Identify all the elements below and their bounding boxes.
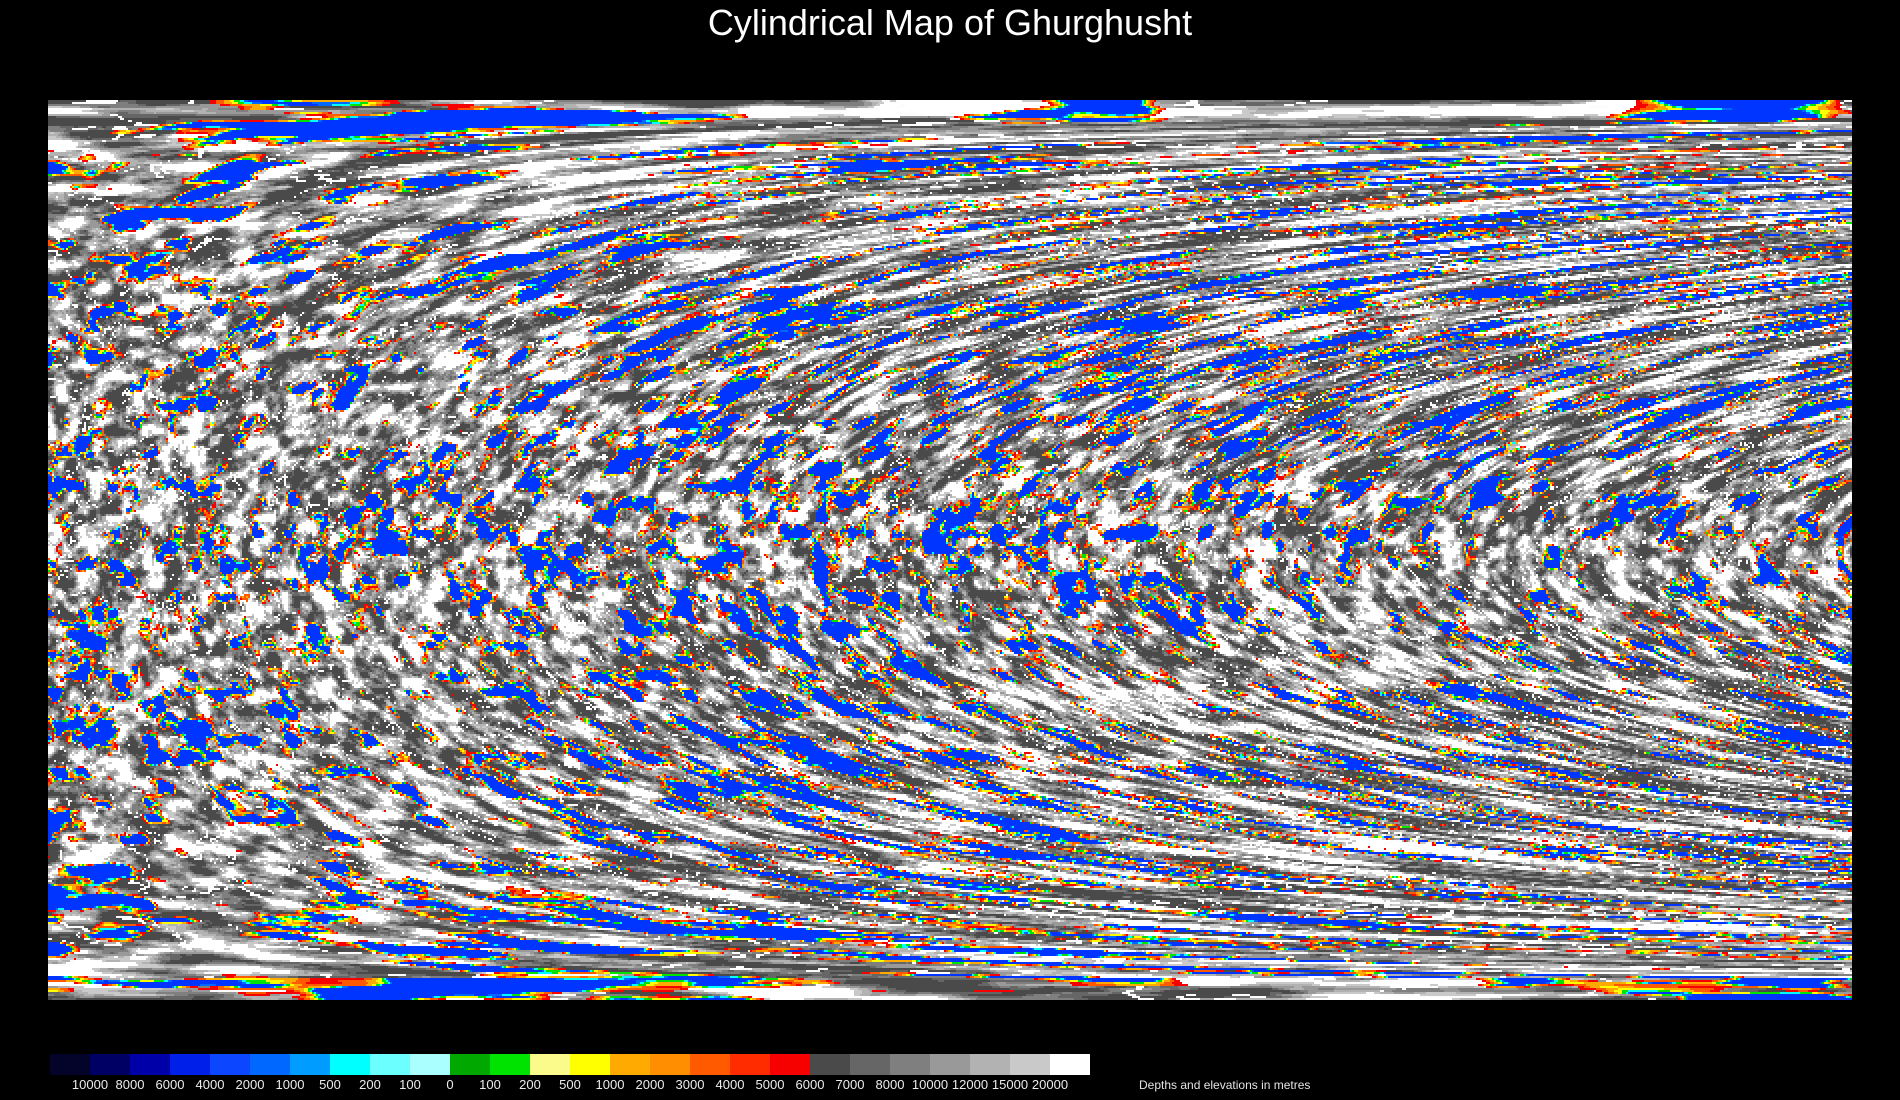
legend-swatch: [530, 1054, 570, 1075]
legend-tick-label: 2000: [235, 1077, 265, 1092]
legend-tick-label: 2000: [635, 1077, 665, 1092]
legend-tick-label: 100: [479, 1077, 501, 1092]
legend-tick-label: 8000: [115, 1077, 145, 1092]
legend-swatch: [130, 1054, 170, 1075]
legend-tick-label: 6000: [155, 1077, 185, 1092]
legend-tick-label: 1000: [595, 1077, 625, 1092]
legend-tick-labels: 10000 8000 6000 4000 2000 1000 500 200 100 0 100 20…: [50, 1077, 1150, 1093]
legend-tick-label: 3000: [675, 1077, 705, 1092]
planet-map-canvas: [48, 100, 1852, 1000]
legend-swatch: [450, 1054, 490, 1075]
legend-swatch: [970, 1054, 1010, 1075]
legend-tick-label: 12000: [951, 1077, 989, 1092]
legend-swatch: [370, 1054, 410, 1075]
legend-tick-label: 1000: [275, 1077, 305, 1092]
legend-tick-label: 5000: [755, 1077, 785, 1092]
legend-swatch: [930, 1054, 970, 1075]
legend-tick-label: 500: [319, 1077, 341, 1092]
legend-tick-label: 0: [446, 1077, 454, 1092]
legend-tick-label: 4000: [715, 1077, 745, 1092]
legend-swatch: [730, 1054, 770, 1075]
legend-tick-label: 8000: [875, 1077, 905, 1092]
legend-swatch: [690, 1054, 730, 1075]
legend-tick-label: 10000: [911, 1077, 949, 1092]
legend-tick-label: 10000: [71, 1077, 109, 1092]
legend-tick-label: 15000: [991, 1077, 1029, 1092]
legend-swatch: [330, 1054, 370, 1075]
legend-swatch: [1010, 1054, 1050, 1075]
legend-tick-label: 200: [519, 1077, 541, 1092]
legend-tick-label: 4000: [195, 1077, 225, 1092]
legend-swatch: [410, 1054, 450, 1075]
legend-swatch: [50, 1054, 90, 1075]
legend-tick-label: 500: [559, 1077, 581, 1092]
legend-tick-label: 6000: [795, 1077, 825, 1092]
legend-swatch: [810, 1054, 850, 1075]
legend-swatch: [290, 1054, 330, 1075]
legend-swatch: [490, 1054, 530, 1075]
legend-swatch: [170, 1054, 210, 1075]
legend-caption: Depths and elevations in metres: [1139, 1078, 1311, 1092]
legend-tick-label: 7000: [835, 1077, 865, 1092]
legend-swatch: [1050, 1054, 1090, 1075]
legend-swatch: [250, 1054, 290, 1075]
legend-tick-label: 100: [399, 1077, 421, 1092]
legend-tick-label: 20000: [1031, 1077, 1069, 1092]
page-title: Cylindrical Map of Ghurghusht: [707, 2, 1193, 43]
legend-swatch: [770, 1054, 810, 1075]
legend-swatch: [650, 1054, 690, 1075]
legend-color-bar: [50, 1054, 1090, 1075]
legend-swatch: [610, 1054, 650, 1075]
legend-swatch: [890, 1054, 930, 1075]
legend-swatch: [210, 1054, 250, 1075]
legend-swatch: [90, 1054, 130, 1075]
legend-swatch: [570, 1054, 610, 1075]
legend-swatch: [850, 1054, 890, 1075]
legend-tick-label: 200: [359, 1077, 381, 1092]
